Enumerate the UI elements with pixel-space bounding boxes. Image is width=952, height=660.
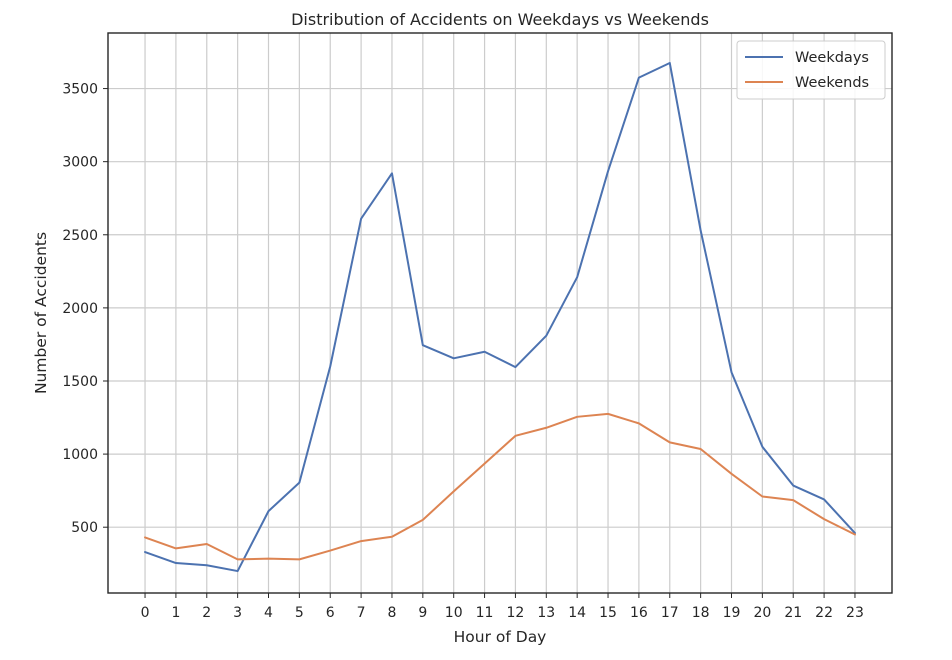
y-tick-label: 500 [71, 520, 98, 536]
grid [108, 33, 892, 593]
x-tick-label: 5 [295, 605, 304, 621]
x-tick-label: 9 [418, 605, 427, 621]
legend: Weekdays Weekends [736, 40, 886, 100]
chart-title: Distribution of Accidents on Weekdays vs… [291, 10, 709, 29]
x-tick-label: 17 [661, 605, 679, 621]
x-tick-label: 19 [723, 605, 741, 621]
x-tick-label: 15 [599, 605, 617, 621]
legend-label-weekdays: Weekdays [795, 50, 869, 66]
y-tick-label: 2000 [62, 301, 98, 317]
series-line-weekdays [144, 61, 856, 573]
x-tick-label: 8 [388, 605, 397, 621]
x-tick-label: 3 [233, 605, 242, 621]
x-tick-label: 16 [630, 605, 648, 621]
legend-label-weekends: Weekends [795, 75, 869, 91]
x-tick-label: 6 [326, 605, 335, 621]
x-axis-label: Hour of Day [454, 628, 547, 646]
legend-box [736, 40, 886, 100]
x-tick-label: 14 [568, 605, 586, 621]
y-tick-label: 2500 [62, 228, 98, 244]
x-tick-label: 1 [171, 605, 180, 621]
x-tick-label: 22 [815, 605, 833, 621]
x-tick-label: 0 [141, 605, 150, 621]
plot-frame [107, 32, 893, 594]
x-tick-label: 23 [846, 605, 864, 621]
x-tick-label: 10 [445, 605, 463, 621]
x-tick-label: 11 [476, 605, 494, 621]
x-tick-label: 21 [784, 605, 802, 621]
x-tick-label: 4 [264, 605, 273, 621]
y-tick-label: 1500 [62, 374, 98, 390]
x-tick-label: 13 [537, 605, 555, 621]
x-tick-label: 7 [357, 605, 366, 621]
y-tick-label: 1000 [62, 447, 98, 463]
y-tick-label: 3000 [62, 155, 98, 171]
y-axis: 500 1000 1500 2000 2500 3000 3500 [62, 82, 108, 536]
y-tick-label: 3500 [62, 82, 98, 98]
x-tick-label: 12 [507, 605, 525, 621]
x-axis: 0 1 2 3 4 5 6 7 8 9 10 11 12 13 14 15 16 17 18 19 20 21 22 23 [141, 593, 864, 621]
series-line-weekends [144, 412, 856, 561]
x-tick-label: 2 [202, 605, 211, 621]
x-tick-label: 20 [753, 605, 771, 621]
series-lines [144, 61, 856, 573]
y-axis-label: Number of Accidents [32, 232, 50, 394]
x-tick-label: 18 [692, 605, 710, 621]
